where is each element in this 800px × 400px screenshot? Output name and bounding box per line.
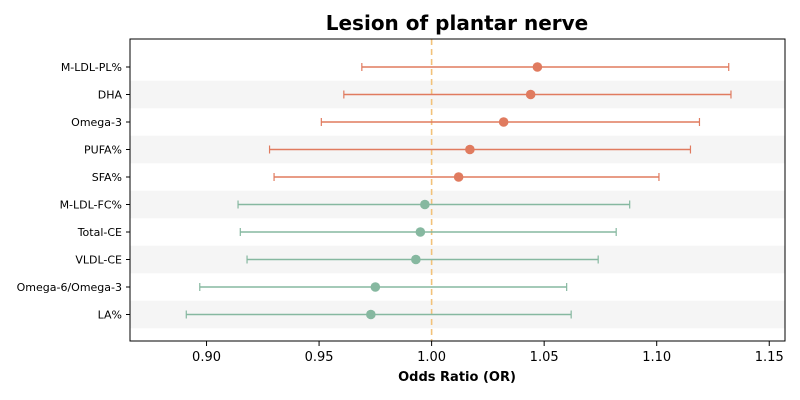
or-point [366,309,376,320]
rows-group: M-LDL-PL% DHA Omega-3 PUFA% SFA% M-LDL-FC% Tot… [17,61,732,322]
y-tick-label: LA% [98,309,122,322]
y-tick-label: SFA% [92,171,122,184]
forest-row: M-LDL-FC% [60,199,631,212]
y-tick-label: Total-CE [77,226,122,239]
y-tick-label: PUFA% [84,144,122,157]
or-point [532,62,543,72]
axes-group: 0.90 0.95 1.00 1.05 1.10 1.15 [129,38,786,365]
forest-row: Total-CE [77,226,617,239]
plot-frame [129,38,786,342]
forest-row: Omega-3 [71,116,701,129]
forest-row: DHA [98,89,732,102]
or-point [453,172,464,182]
x-tick-label: 1.00 [417,350,446,365]
or-point [411,254,421,265]
forest-row: SFA% [92,171,660,184]
forest-row: LA% [98,309,572,322]
x-tick-label: 0.90 [192,350,221,365]
x-tick-label: 1.15 [755,350,784,365]
y-tick-label: VLDL-CE [75,254,122,267]
forest-row: M-LDL-PL% [61,61,730,74]
y-tick-label: M-LDL-PL% [61,61,122,74]
x-tick-label: 1.10 [642,350,671,365]
y-tick-label: DHA [98,89,123,102]
or-point [525,89,536,100]
or-point [498,117,509,127]
x-tick-label: 0.95 [305,350,334,365]
or-point [415,227,426,237]
x-tick-label: 1.05 [530,350,559,365]
or-point [465,144,475,155]
x-axis-label: Odds Ratio (OR) [398,370,516,385]
chart-title: Lesion of plantar nerve [326,11,588,35]
y-tick-label: Omega-6/Omega-3 [17,281,122,294]
or-point [370,282,381,292]
or-point [420,199,430,210]
forest-row: VLDL-CE [75,254,599,267]
forest-row: Omega-6/Omega-3 [17,281,568,294]
y-tick-label: Omega-3 [71,116,122,129]
y-tick-label: M-LDL-FC% [60,199,122,212]
forest-row: PUFA% [84,144,692,157]
